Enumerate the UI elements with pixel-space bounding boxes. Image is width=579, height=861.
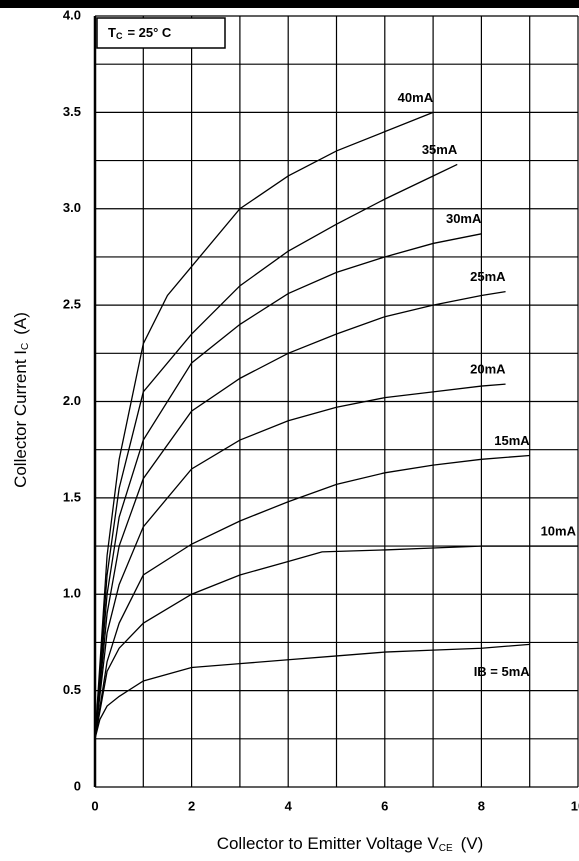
curve [94,643,530,739]
curve-label: 40mA [398,90,434,105]
annotation-text: = 25° C [127,25,171,40]
y-tick-label: 2.0 [63,393,81,408]
x-tick-label: 2 [188,798,195,813]
y-tick-label: 3.0 [63,200,81,215]
curve [94,545,578,739]
annotation-box [96,17,226,49]
curve [94,163,458,739]
x-tick-label: 4 [285,798,293,813]
x-tick-label: 10 [571,798,579,813]
x-tick-label: 8 [478,798,485,813]
x-axis-label: Collector to Emitter Voltage VCE (V) [217,834,484,853]
curve-label: 35mA [422,142,458,157]
annotation: TC = 25° C [108,25,172,41]
y-tick-label: 1.0 [63,586,81,601]
y-tick-label: 1.5 [63,489,81,504]
curves: 40mA 35mA 30mA 25mA 20mA 15mA 10mA IB = 5mA [94,90,578,739]
curve-label: 30mA [446,211,482,226]
y-tick-label: 0 [74,778,81,793]
x-label-subscript: CE [439,843,453,854]
curve-label: IB = 5mA [474,664,531,679]
top-border [0,0,579,8]
curve [94,454,530,739]
y-tick-label: 4.0 [63,7,81,22]
curve [94,383,506,739]
curve-label: 15mA [494,433,530,448]
curve-label: 10mA [541,524,577,539]
x-label-text: Collector to Emitter Voltage V [217,834,440,853]
x-tick-label: 0 [91,798,98,813]
x-tick-label: 6 [381,798,388,813]
y-label-text: Collector Current I [11,350,30,488]
curve-label: 20mA [470,362,506,377]
y-tick-label: 0.5 [63,682,81,697]
curve-label: 25mA [470,269,506,284]
annotation-symbol: T [108,25,116,40]
annotation-subscript: C [116,31,123,41]
curve [94,233,482,739]
curve [94,290,506,739]
y-axis-label: Collector Current IC (A) [11,312,30,488]
grid: 0 2 4 6 8 10 0 0.5 1.0 1.5 2.0 2.5 3.0 3.5 4.0 [63,7,579,813]
x-label-unit: (V) [461,834,484,853]
y-tick-label: 3.5 [63,104,81,119]
y-label-unit: (A) [11,312,30,335]
y-tick-label: 2.5 [63,297,81,312]
curve [94,111,434,739]
y-label-subscript: C [20,343,31,350]
